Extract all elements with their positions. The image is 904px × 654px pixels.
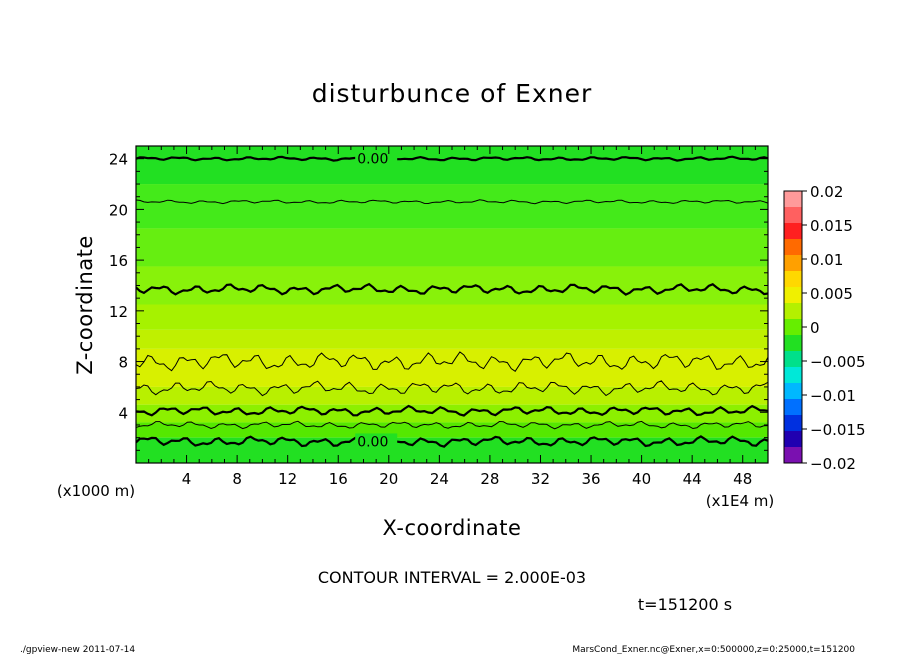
contour-line-6 bbox=[136, 420, 768, 430]
x-axis: 4 8 12 16 20 24 28 32 36 40 44 48 bbox=[148, 146, 756, 488]
contour-line-1 bbox=[136, 199, 768, 205]
fill-band-0 bbox=[136, 146, 768, 185]
contour-label-0: 0.00 bbox=[357, 152, 388, 168]
colorbar-segment-12 bbox=[784, 383, 802, 400]
colorbar-segment-10 bbox=[784, 351, 802, 368]
colorbar-segment-16 bbox=[784, 447, 802, 464]
colorbar-segment-9 bbox=[784, 335, 802, 352]
contour-line-3 bbox=[136, 351, 768, 373]
x-tick-label-4: 20 bbox=[379, 470, 398, 488]
colorbar-segment-5 bbox=[784, 271, 802, 288]
x-tick-label-11: 48 bbox=[733, 470, 752, 488]
colorbar-tick-label-6: −0.01 bbox=[810, 387, 856, 405]
colorbar-segment-7 bbox=[784, 303, 802, 320]
x-tick-label-10: 44 bbox=[683, 470, 702, 488]
fill-band-5 bbox=[136, 329, 768, 349]
colorbar bbox=[783, 190, 803, 464]
contour-line-4 bbox=[136, 380, 768, 397]
fill-band-8 bbox=[136, 404, 768, 423]
contour-line-2 bbox=[136, 282, 768, 296]
time-text: t=151200 s bbox=[638, 595, 732, 614]
contour-labels: 0.00 0.00 bbox=[355, 150, 398, 450]
colorbar-tick-label-7: −0.015 bbox=[810, 421, 866, 439]
y-tick-label-2: 12 bbox=[109, 303, 128, 321]
fill-band-3 bbox=[136, 266, 768, 305]
colorbar-ticks: 0.02 0.015 0.01 0.005 0 −0.005 −0.01 −0.015 −0.0… bbox=[802, 183, 866, 473]
contour-line-5 bbox=[136, 404, 768, 417]
x-tick-label-3: 16 bbox=[329, 470, 348, 488]
colorbar-segment-2 bbox=[784, 223, 802, 240]
footer-right: MarsCond_Exner.nc@Exner,x=0:500000,z=0:2… bbox=[572, 645, 855, 654]
contour-label-1: 0.00 bbox=[357, 434, 388, 450]
y-tick-label-5: 24 bbox=[109, 151, 128, 169]
fill-band-9 bbox=[136, 422, 768, 438]
colorbar-tick-label-2: 0.01 bbox=[810, 251, 843, 269]
y-tick-label-3: 16 bbox=[109, 252, 128, 270]
colorbar-tick-label-4: 0 bbox=[810, 319, 820, 337]
footer-left: ./gpview-new 2011-07-14 bbox=[20, 645, 135, 654]
contour-lines bbox=[136, 155, 768, 448]
contour-label-bg-1 bbox=[355, 433, 398, 448]
fill-band-1 bbox=[136, 184, 768, 229]
x-tick-label-7: 32 bbox=[531, 470, 550, 488]
colorbar-tick-label-8: −0.02 bbox=[810, 455, 856, 473]
colorbar-segment-11 bbox=[784, 367, 802, 384]
colorbar-tick-label-3: 0.005 bbox=[810, 285, 853, 303]
x-unit-left: (x1000 m) bbox=[57, 482, 135, 500]
fill-bands bbox=[136, 146, 768, 463]
plot-area bbox=[136, 146, 768, 463]
x-tick-label-5: 24 bbox=[430, 470, 449, 488]
fill-band-6 bbox=[136, 348, 768, 387]
x-axis-label: X-coordinate bbox=[383, 516, 522, 540]
colorbar-tick-label-5: −0.005 bbox=[810, 353, 866, 371]
fill-band-4 bbox=[136, 304, 768, 330]
colorbar-segment-8 bbox=[784, 319, 802, 336]
colorbar-segment-15 bbox=[784, 431, 802, 448]
contour-line-0 bbox=[136, 155, 768, 162]
contour-label-bg-0 bbox=[355, 150, 398, 165]
y-tick-label-1: 8 bbox=[118, 354, 128, 372]
y-tick-label-0: 4 bbox=[118, 404, 128, 422]
fill-band-2 bbox=[136, 228, 768, 267]
y-axis: 4 8 12 16 20 24 bbox=[109, 151, 768, 451]
colorbar-segment-6 bbox=[784, 287, 802, 304]
x-tick-label-1: 8 bbox=[232, 470, 242, 488]
fill-band-7 bbox=[136, 386, 768, 405]
x-tick-label-2: 12 bbox=[278, 470, 297, 488]
contour-line-7 bbox=[136, 434, 768, 448]
y-tick-label-4: 20 bbox=[109, 201, 128, 219]
colorbar-segment-3 bbox=[784, 239, 802, 256]
colorbar-tick-label-0: 0.02 bbox=[810, 183, 843, 201]
x-unit-right: (x1E4 m) bbox=[706, 492, 775, 510]
x-tick-label-6: 28 bbox=[480, 470, 499, 488]
colorbar-tick-label-1: 0.015 bbox=[810, 217, 853, 235]
colorbar-segment-14 bbox=[784, 415, 802, 432]
colorbar-segment-1 bbox=[784, 207, 802, 224]
chart-title: disturbunce of Exner bbox=[312, 79, 593, 108]
colorbar-segment-4 bbox=[784, 255, 802, 272]
y-axis-label: Z-coordinate bbox=[73, 235, 97, 375]
x-tick-label-9: 40 bbox=[632, 470, 651, 488]
x-tick-label-0: 4 bbox=[182, 470, 192, 488]
colorbar-segment-13 bbox=[784, 399, 802, 416]
colorbar-segment-0 bbox=[784, 191, 802, 208]
x-tick-label-8: 36 bbox=[581, 470, 600, 488]
contour-interval-text: CONTOUR INTERVAL = 2.000E-03 bbox=[318, 568, 586, 587]
